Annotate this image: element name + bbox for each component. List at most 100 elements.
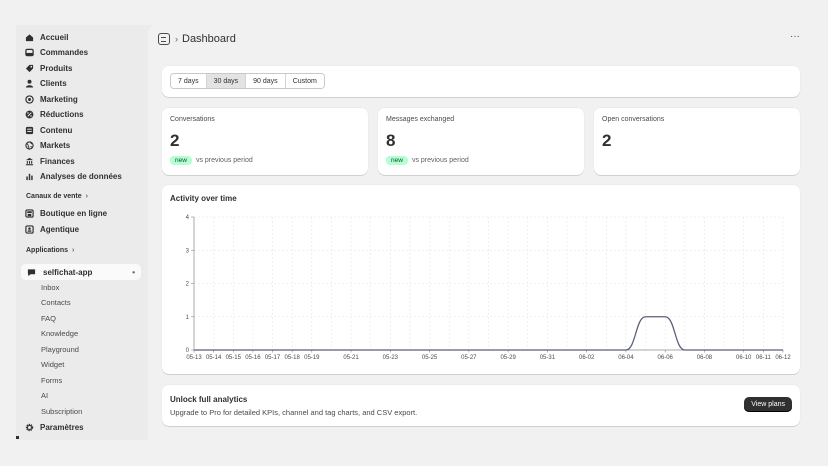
sidebar-subitem-playground[interactable]: Playground <box>41 345 79 354</box>
sidebar-item-contenu[interactable]: Contenu <box>24 123 142 137</box>
sidebar-subitem-subscription[interactable]: Subscription <box>41 407 83 416</box>
range-option-custom[interactable]: Custom <box>285 74 324 88</box>
sidebar-item-accueil[interactable]: Accueil <box>24 30 142 44</box>
content-icon <box>24 125 34 135</box>
agent-icon <box>24 224 34 234</box>
sidebar-item-parametres[interactable]: Paramètres <box>24 420 142 434</box>
sidebar-item-label: Paramètres <box>40 422 84 432</box>
stat-trend: new vs previous period <box>170 156 253 165</box>
stat-value: 8 <box>386 131 396 150</box>
section-label: Applications <box>26 247 69 254</box>
sidebar-item-produits[interactable]: Produits <box>24 61 142 75</box>
more-actions-button[interactable]: ··· <box>790 31 800 42</box>
x-tick-label: 05-27 <box>461 355 477 361</box>
sidebar-subitem-faq[interactable]: FAQ <box>41 314 57 323</box>
applications-heading[interactable]: Applications › <box>26 247 74 254</box>
x-tick-label: 05-14 <box>206 355 222 361</box>
globe-icon <box>24 140 34 150</box>
sidebar-item-label: Clients <box>40 78 67 88</box>
x-tick-label: 05-18 <box>284 355 300 361</box>
sidebar-item-analyses[interactable]: Analyses de données <box>24 169 142 183</box>
range-selector: 7 days 30 days 90 days Custom <box>170 73 325 89</box>
inbox-icon <box>24 47 34 57</box>
home-icon <box>24 32 34 42</box>
sidebar-subitem-forms[interactable]: Forms <box>41 376 63 385</box>
chat-icon <box>27 267 37 277</box>
page-header: › Dashboard ··· <box>148 25 812 53</box>
sidebar: Accueil Commandes Produits Clients Marke… <box>16 25 148 440</box>
more-icon[interactable]: • <box>132 267 135 277</box>
x-tick-label: 05-31 <box>540 355 556 361</box>
sidebar-item-label: Contenu <box>40 125 73 135</box>
stat-label: Open conversations <box>602 116 665 123</box>
status-badge: new <box>386 156 408 165</box>
person-icon <box>24 78 34 88</box>
y-tick-label: 4 <box>186 215 190 221</box>
main-content: › Dashboard ··· 7 days 30 days 90 days C… <box>148 25 812 440</box>
sidebar-item-label: Produits <box>40 63 73 73</box>
range-option-90-days[interactable]: 90 days <box>246 74 286 88</box>
view-plans-button[interactable]: View plans <box>744 397 792 412</box>
activity-chart: 0 1 2 3 4 05-13 05-14 05-15 05-16 05-17 05-18 05-19… <box>186 215 792 361</box>
sidebar-subitem-knowledge[interactable]: Knowledge <box>41 329 79 338</box>
upsell-description: Upgrade to Pro for detailed KPIs, channe… <box>170 408 418 417</box>
x-tick-label: 06-12 <box>775 355 791 361</box>
chevron-right-icon: › <box>85 193 88 200</box>
x-tick-label: 05-17 <box>265 355 281 361</box>
x-tick-label: 06-11 <box>756 355 772 361</box>
sidebar-subitem-ai[interactable]: AI <box>41 391 49 400</box>
sidebar-subitem-inbox[interactable]: Inbox <box>41 283 60 292</box>
sidebar-item-label: Analyses de données <box>40 171 122 181</box>
sidebar-app-selfichat[interactable]: selfichat-app • <box>21 264 141 280</box>
app-label: selfichat-app <box>43 267 93 277</box>
upsell-title: Unlock full analytics <box>170 395 248 404</box>
sidebar-item-marketing[interactable]: Marketing <box>24 92 142 106</box>
stat-card-messages: Messages exchanged 8 new vs previous per… <box>378 108 584 175</box>
trend-note: vs previous period <box>195 157 253 164</box>
chart-title: Activity over time <box>170 194 237 203</box>
sidebar-item-markets[interactable]: Markets <box>24 138 142 152</box>
sidebar-item-label: Commandes <box>40 47 89 57</box>
y-tick-label: 2 <box>186 282 190 288</box>
series-line <box>194 316 783 351</box>
x-tick-label: 05-25 <box>422 355 438 361</box>
tag-icon <box>24 63 34 73</box>
bank-icon <box>24 156 34 166</box>
page-icon <box>158 33 170 45</box>
x-tick-label: 05-21 <box>343 355 359 361</box>
stat-label: Messages exchanged <box>386 116 455 123</box>
store-icon <box>24 208 34 218</box>
chart-bar-icon <box>24 171 34 181</box>
discount-icon <box>24 109 34 119</box>
activity-chart-card: Activity over time 0 1 2 3 4 05-13 05-14 05-15 0… <box>162 185 800 374</box>
sidebar-subitem-contacts[interactable]: Contacts <box>41 298 71 307</box>
x-tick-label: 06-10 <box>736 355 752 361</box>
y-tick-label: 0 <box>186 348 190 354</box>
breadcrumb-separator: › <box>175 34 178 44</box>
corner-mark <box>16 436 19 439</box>
range-option-7-days[interactable]: 7 days <box>171 74 207 88</box>
sidebar-item-label: Accueil <box>40 32 69 42</box>
page-title: Dashboard <box>182 33 236 45</box>
y-tick-label: 3 <box>186 248 190 254</box>
sidebar-item-label: Agentique <box>40 224 80 234</box>
x-tick-label: 06-06 <box>658 355 674 361</box>
sidebar-item-commandes[interactable]: Commandes <box>24 45 142 59</box>
y-tick-label: 1 <box>186 315 190 321</box>
x-tick-label: 05-15 <box>226 355 242 361</box>
trend-note: vs previous period <box>411 157 469 164</box>
sidebar-item-agentique[interactable]: Agentique <box>24 222 142 236</box>
sidebar-item-boutique[interactable]: Boutique en ligne <box>24 206 142 220</box>
range-option-30-days[interactable]: 30 days <box>206 74 247 88</box>
x-tick-label: 06-02 <box>579 355 595 361</box>
sidebar-item-clients[interactable]: Clients <box>24 76 142 90</box>
sidebar-item-finances[interactable]: Finances <box>24 154 142 168</box>
range-card: 7 days 30 days 90 days Custom <box>162 66 800 97</box>
stat-value: 2 <box>170 131 180 150</box>
upsell-card: Unlock full analytics Upgrade to Pro for… <box>162 385 800 426</box>
sidebar-item-reductions[interactable]: Réductions <box>24 107 142 121</box>
sales-channels-heading[interactable]: Canaux de vente › <box>26 193 88 200</box>
sidebar-item-label: Marketing <box>40 94 78 104</box>
sidebar-subitem-widget[interactable]: Widget <box>41 360 65 369</box>
app-frame: Accueil Commandes Produits Clients Marke… <box>16 25 812 440</box>
